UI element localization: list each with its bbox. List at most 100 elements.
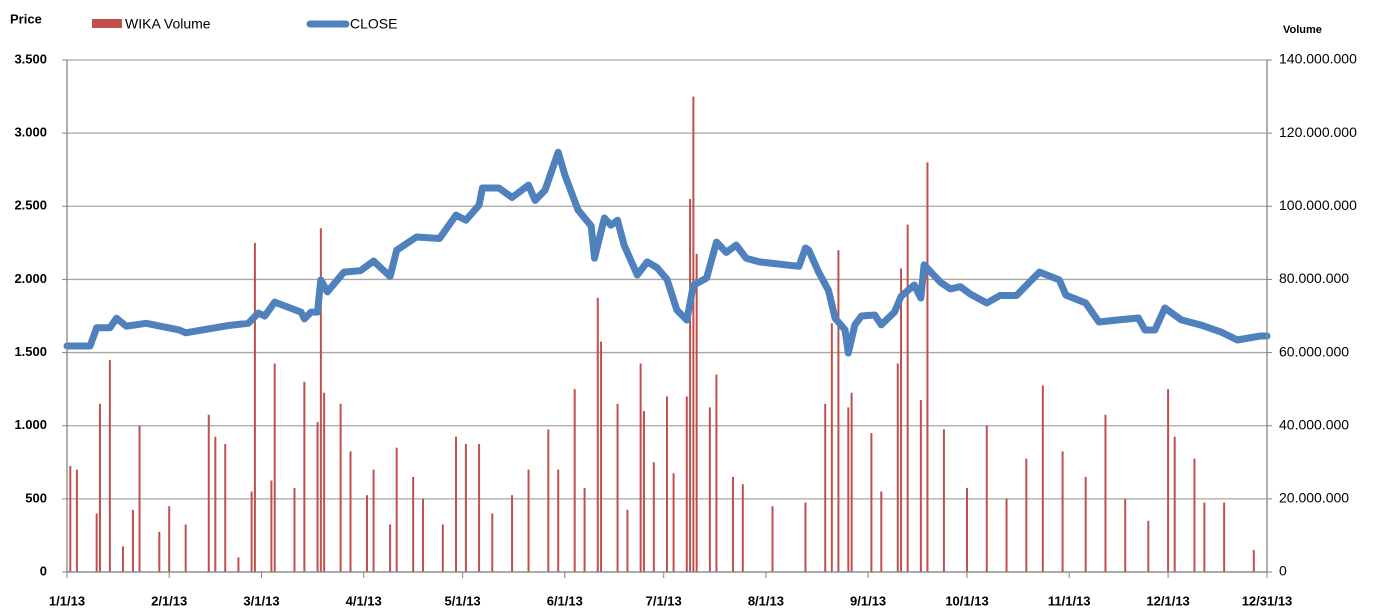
volume-bar	[270, 480, 273, 572]
volume-bar	[926, 162, 929, 572]
volume-bar	[1084, 476, 1087, 572]
volume-bar	[237, 557, 240, 572]
y2-tick-label: 140.000.000	[1279, 51, 1357, 67]
y-axis-label: Price	[10, 11, 42, 26]
volume-bar	[168, 506, 171, 572]
volume-bar	[1167, 389, 1170, 572]
volume-bar	[692, 96, 695, 573]
legend-label: WIKA Volume	[125, 16, 211, 32]
axes: 0 500 1.000 1.500 2.000 2.500 3.000 3.500 0 20.00…	[14, 51, 1357, 609]
volume-bar	[319, 228, 322, 572]
volume-bar	[98, 403, 101, 572]
volume-bar	[253, 242, 256, 572]
close-line	[63, 148, 1271, 357]
volume-bar	[685, 396, 688, 572]
volume-bar	[207, 414, 210, 572]
x-tick-label: 1/1/13	[49, 593, 85, 608]
volume-bar	[1005, 498, 1008, 572]
volume-bar	[616, 403, 619, 572]
volume-bar	[95, 513, 98, 572]
volume-bar	[441, 524, 444, 572]
volume-bar	[158, 531, 161, 572]
volume-bar	[131, 509, 134, 572]
volume-bar	[293, 487, 296, 572]
volume-bar	[830, 323, 833, 572]
volume-bar	[422, 498, 425, 572]
y-tick-label: 3.000	[14, 125, 47, 140]
volume-bar	[896, 363, 899, 572]
x-tick-label: 6/1/13	[547, 593, 583, 608]
volume-bar	[708, 407, 711, 572]
volume-bar	[715, 374, 718, 572]
volume-bar	[273, 363, 276, 572]
volume-bar	[596, 297, 599, 572]
y2-tick-label: 20.000.000	[1279, 490, 1349, 506]
volume-bar	[138, 425, 141, 572]
volume-bar	[741, 484, 744, 572]
y2-tick-label: 80.000.000	[1279, 270, 1349, 286]
volume-bar	[1061, 451, 1064, 572]
volume-bar	[366, 495, 368, 572]
y2-axis-label: Volume	[1283, 24, 1322, 36]
volume-bar	[804, 502, 807, 572]
volume-bar	[303, 381, 306, 572]
volume-bar	[695, 253, 698, 573]
volume-bar	[224, 444, 227, 572]
volume-bar	[1124, 498, 1127, 572]
volume-bar	[942, 429, 945, 572]
volume-bar	[122, 546, 125, 572]
volume-bar	[666, 396, 668, 572]
y-tick-label: 2.000	[14, 271, 47, 286]
volume-bar	[583, 487, 586, 572]
x-tick-label: 12/1/13	[1146, 593, 1189, 608]
volume-bar	[850, 392, 853, 572]
volume-bar	[339, 403, 342, 572]
volume-bar	[491, 513, 494, 572]
volume-bar	[478, 444, 481, 572]
volume-bar	[511, 495, 514, 572]
volume-bar	[547, 429, 550, 572]
volume-bar	[837, 250, 840, 572]
volume-bar	[771, 506, 774, 572]
volume-bar	[1025, 458, 1028, 572]
volume-bar	[985, 425, 988, 572]
x-tick-label: 5/1/13	[445, 593, 481, 608]
legend-swatch	[92, 19, 122, 28]
y-tick-label: 0	[40, 563, 47, 578]
volume-bar	[919, 400, 922, 572]
x-tick-label: 4/1/13	[346, 593, 382, 608]
volume-bar	[966, 487, 968, 572]
legend-label: CLOSE	[350, 16, 397, 32]
volume-bar	[600, 341, 603, 572]
volume-bar	[323, 392, 326, 572]
volume-bar	[906, 224, 909, 573]
x-tick-label: 12/31/13	[1242, 593, 1293, 608]
y2-tick-label: 120.000.000	[1279, 124, 1357, 140]
y-tick-label: 1.000	[14, 417, 47, 432]
volume-bar	[824, 403, 827, 572]
volume-bar	[527, 469, 530, 572]
x-tick-label: 9/1/13	[850, 593, 886, 608]
x-tick-label: 2/1/13	[151, 593, 187, 608]
volume-bars	[69, 96, 1255, 573]
volume-bar	[1223, 502, 1226, 572]
volume-bar	[69, 465, 72, 572]
y-tick-label: 2.500	[14, 198, 47, 213]
volume-bar	[1104, 414, 1107, 572]
y-tick-label: 1.500	[14, 344, 47, 359]
x-tick-label: 10/1/13	[945, 593, 988, 608]
volume-bar	[1203, 502, 1206, 572]
y2-tick-label: 40.000.000	[1279, 416, 1349, 432]
close-line	[63, 148, 1271, 357]
volume-bar	[1173, 436, 1176, 572]
volume-bar	[672, 473, 675, 572]
volume-bar	[464, 444, 467, 572]
volume-bar	[573, 389, 576, 572]
x-tick-label: 8/1/13	[748, 593, 784, 608]
volume-bar	[1252, 550, 1255, 572]
volume-bar	[214, 436, 217, 572]
volume-bar	[689, 198, 692, 572]
volume-bar	[642, 411, 645, 572]
y2-tick-label: 60.000.000	[1279, 343, 1349, 359]
x-tick-label: 7/1/13	[646, 593, 682, 608]
